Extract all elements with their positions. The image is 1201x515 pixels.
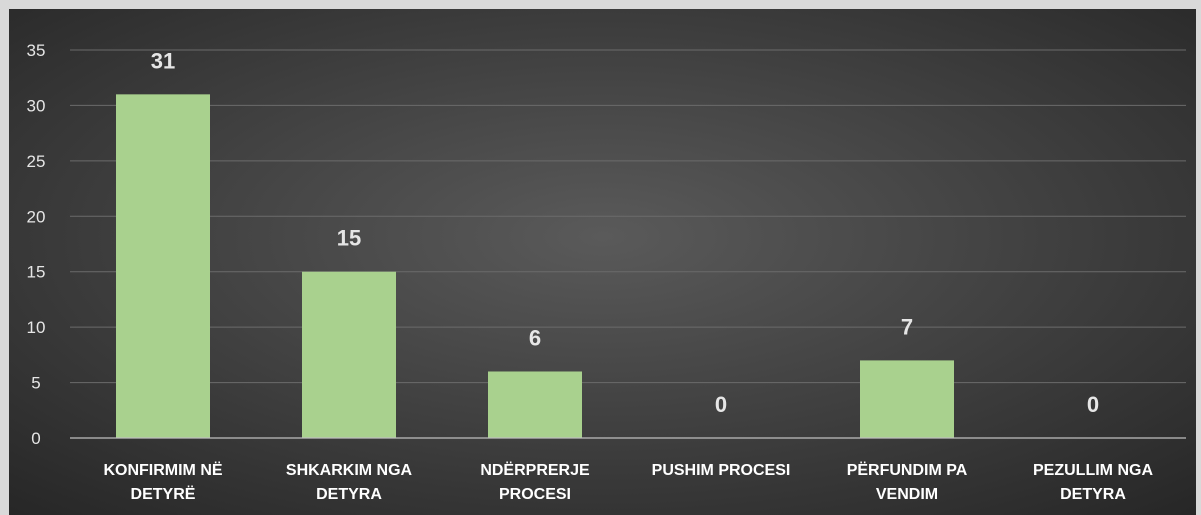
- y-tick-label: 30: [27, 96, 46, 115]
- x-category-label: PEZULLIM NGA DETYRA: [1033, 462, 1153, 503]
- y-tick-label: 5: [31, 374, 40, 393]
- x-category-label-line: VENDIM: [876, 486, 938, 503]
- y-tick-label: 15: [27, 263, 46, 282]
- y-tick-label: 10: [27, 318, 46, 337]
- x-category-label: PUSHIM PROCESI: [652, 462, 791, 479]
- x-category-label-line: PËRFUNDIM PA: [847, 461, 968, 479]
- x-category-label: SHKARKIM NGA DETYRA: [286, 462, 413, 503]
- x-category-label-line: PUSHIM PROCESI: [652, 462, 791, 479]
- bar: [860, 360, 954, 438]
- data-label: 15: [337, 226, 361, 251]
- x-category-label-line: NDËRPRERJE: [480, 461, 590, 479]
- x-category-label-line: KONFIRMIM NË: [103, 461, 222, 479]
- x-category-label-line: DETYRË: [131, 485, 196, 503]
- x-category-label-line: PEZULLIM NGA: [1033, 462, 1153, 479]
- x-category-label-line: PROCESI: [499, 486, 571, 503]
- y-axis-tick-labels: 0 5 10 15 20 25 30 35: [27, 41, 46, 448]
- data-label: 0: [1087, 392, 1099, 417]
- bar: [488, 371, 582, 438]
- data-label: 31: [151, 48, 175, 73]
- y-tick-label: 20: [27, 207, 46, 226]
- x-axis-category-labels: KONFIRMIM NË DETYRË SHKARKIM NGA DETYRA NDËR…: [103, 461, 1153, 503]
- x-category-label: NDËRPRERJE PROCESI: [480, 461, 590, 503]
- y-tick-label: 0: [31, 429, 40, 448]
- gridlines: [70, 49, 1186, 384]
- data-label: 0: [715, 392, 727, 417]
- y-tick-label: 35: [27, 41, 46, 60]
- data-label: 6: [529, 325, 541, 350]
- x-category-label: KONFIRMIM NË DETYRË: [103, 461, 222, 503]
- bar: [116, 94, 210, 438]
- x-category-label-line: DETYRA: [1060, 486, 1126, 503]
- x-category-label: PËRFUNDIM PA VENDIM: [847, 461, 968, 503]
- bar: [302, 271, 396, 438]
- bars: [116, 94, 954, 438]
- x-category-label-line: SHKARKIM NGA: [286, 462, 413, 479]
- y-tick-label: 25: [27, 152, 46, 171]
- data-label: 7: [901, 314, 913, 339]
- x-category-label-line: DETYRA: [316, 486, 382, 503]
- data-labels: 31 15 6 0 7 0: [151, 48, 1099, 417]
